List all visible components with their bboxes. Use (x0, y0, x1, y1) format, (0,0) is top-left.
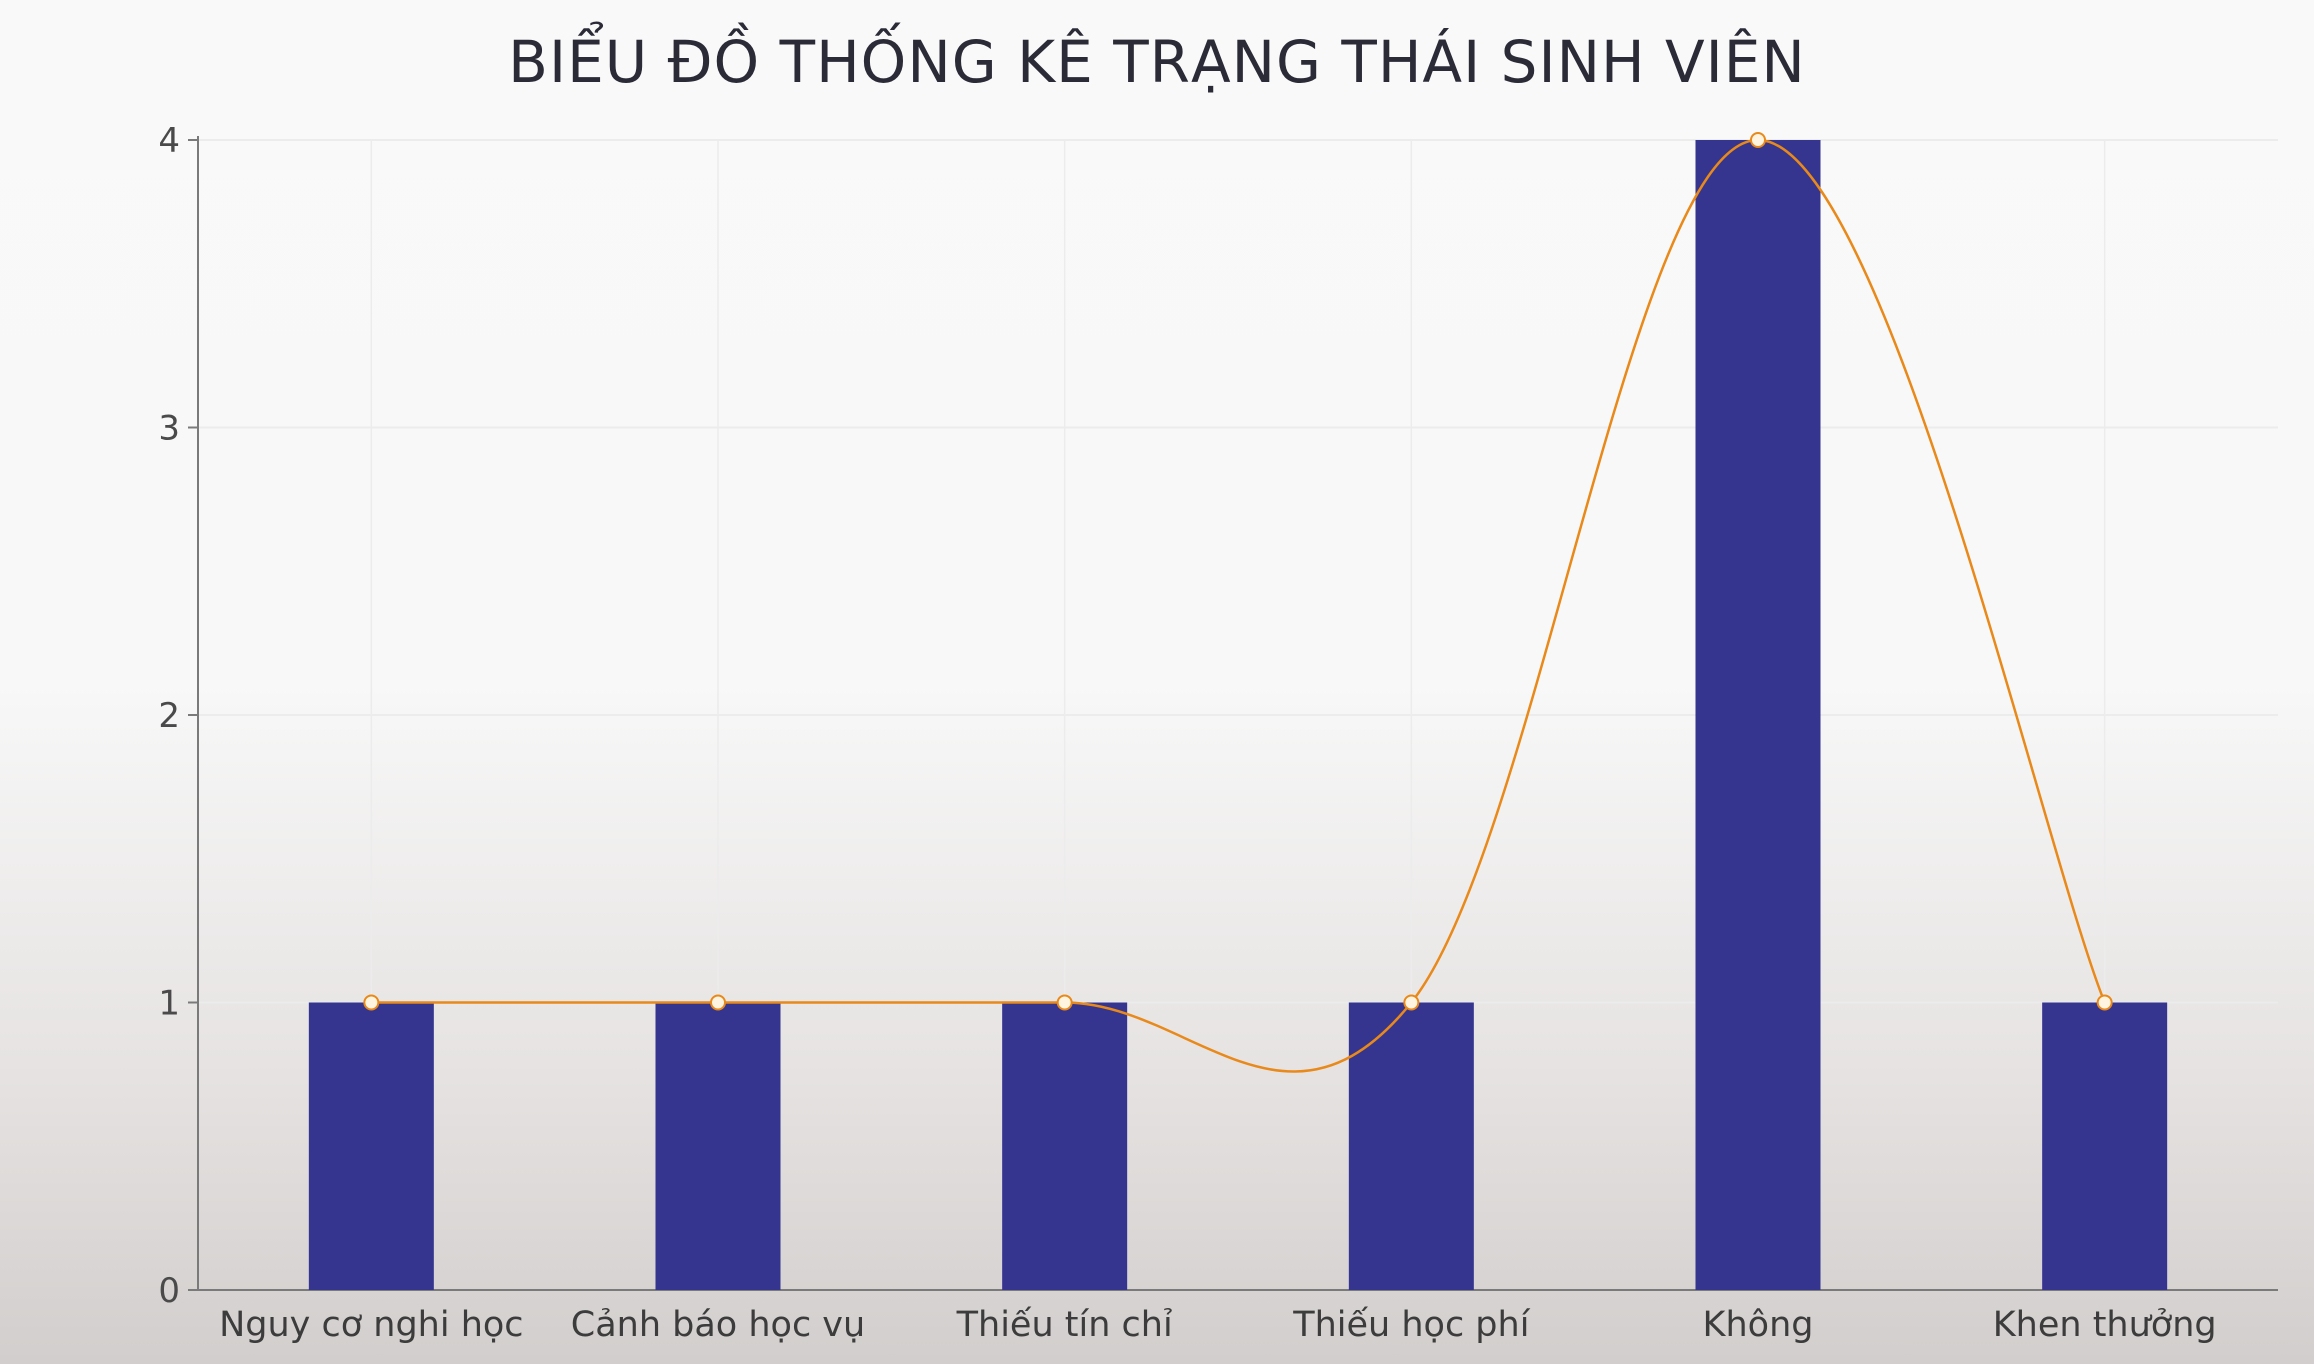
x-tick-label-0: Nguy cơ nghi học (219, 1305, 523, 1345)
line-series-path (371, 138, 2106, 1073)
line-point-1 (710, 994, 726, 1011)
bar-0 (308, 1002, 434, 1290)
line-point-0 (363, 994, 380, 1011)
bar-3 (1348, 1002, 1474, 1290)
y-tick-label-4: 4 (158, 121, 180, 161)
x-tick-label-2: Thiếu tín chỉ (956, 1305, 1173, 1345)
bar-1 (655, 1002, 781, 1290)
bar-5 (2042, 1002, 2168, 1290)
x-tick-label-5: Khen thưởng (1993, 1305, 2217, 1345)
bar-series (308, 140, 2168, 1290)
y-tick-label-0: 0 (158, 1271, 180, 1311)
x-tick-label-4: Không (1703, 1305, 1814, 1345)
line-point-5 (2096, 994, 2113, 1011)
grid-lines (198, 139, 2278, 1290)
axes (188, 136, 2278, 1291)
bar-2 (1002, 1002, 1128, 1290)
line-point-4 (1750, 132, 1766, 148)
y-tick-label-3: 3 (158, 409, 180, 449)
x-tick-label-3: Thiếu học phí (1292, 1305, 1530, 1345)
x-tick-label-1: Cảnh báo học vụ (571, 1305, 865, 1345)
line-point-2 (1056, 994, 1073, 1011)
y-tick-label-2: 2 (158, 696, 180, 736)
axis-labels: 0 1 2 3 4 Nguy cơ nghi học Cảnh báo học vụ Thiế… (158, 121, 2216, 1345)
chart-title: BIỂU ĐỒ THỐNG KÊ TRẠNG THÁI SINH VIÊN (508, 28, 1806, 96)
line-series (363, 132, 2113, 1073)
y-tick-label-1: 1 (158, 984, 180, 1024)
line-point-3 (1403, 994, 1420, 1011)
bar-4 (1695, 140, 1821, 1290)
